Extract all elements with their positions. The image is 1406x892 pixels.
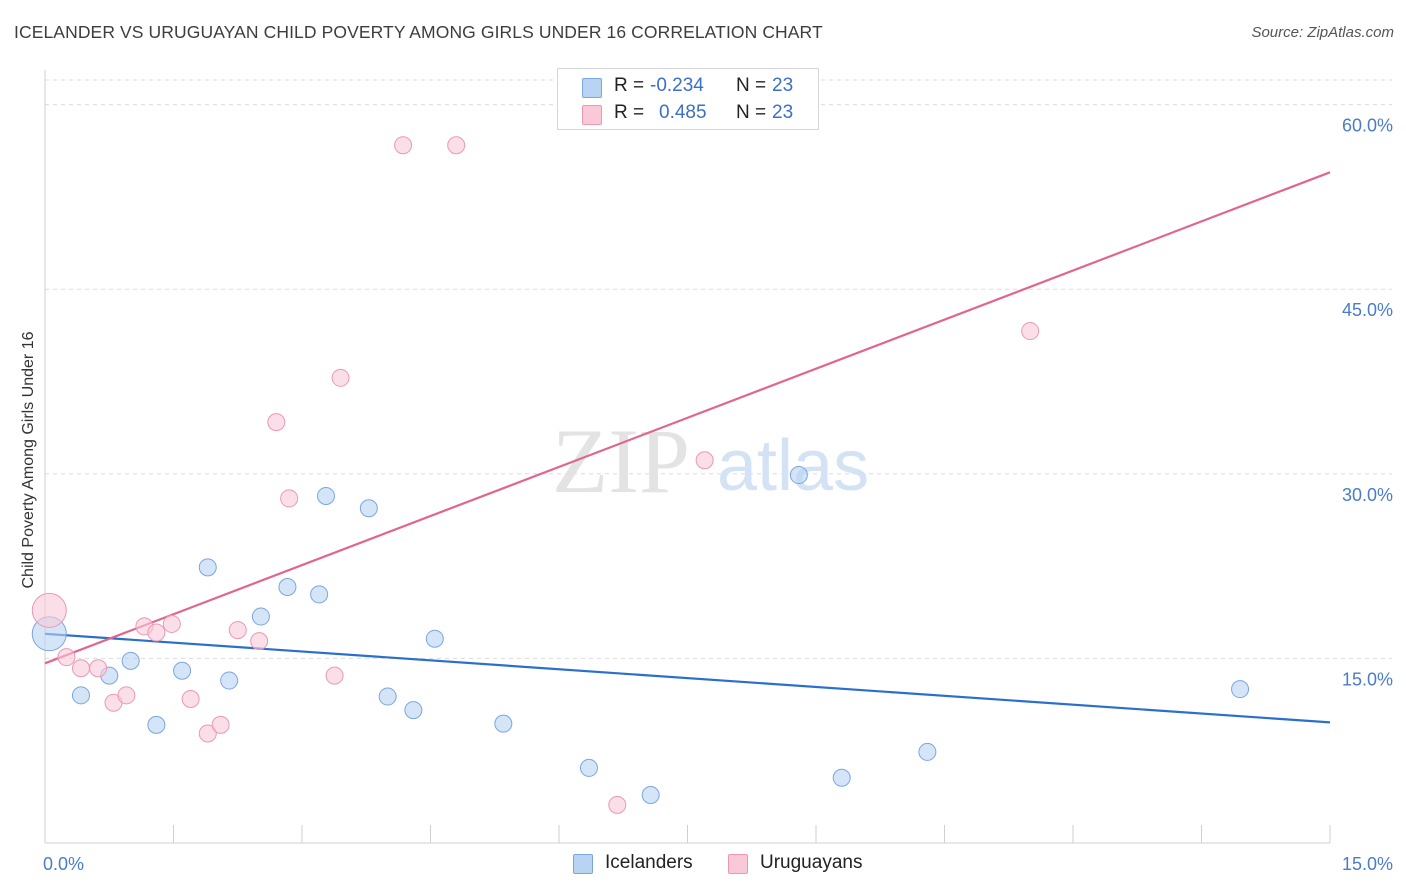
data-point-uruguayans [31, 592, 67, 628]
y-tick-label: 45.0% [1342, 300, 1393, 320]
data-point-icelanders [71, 686, 90, 705]
data-point-uruguayans [267, 413, 286, 432]
data-point-uruguayans [695, 451, 714, 470]
data-point-uruguayans [89, 659, 108, 678]
data-point-uruguayans [147, 623, 166, 642]
x-tick-label: 0.0% [43, 854, 84, 874]
data-point-uruguayans [57, 648, 76, 667]
legend-n-label: N = [736, 102, 767, 123]
axes [44, 70, 1331, 844]
watermark-atlas: atlas [717, 426, 869, 506]
data-points [31, 136, 1250, 814]
legend-r-label: R = [614, 102, 645, 123]
x-tick-label: 15.0% [1342, 854, 1393, 874]
series-swatch-uruguayans [728, 854, 748, 874]
series-label-uruguayans: Uruguayans [760, 852, 863, 873]
data-point-icelanders [147, 715, 166, 734]
y-tick-label: 60.0% [1342, 116, 1393, 136]
data-point-icelanders [198, 558, 217, 577]
data-point-uruguayans [325, 666, 344, 685]
data-point-icelanders [359, 499, 378, 518]
data-point-uruguayans [117, 686, 136, 705]
data-point-uruguayans [228, 621, 247, 640]
y-axis-label: Child Poverty Among Girls Under 16 [20, 331, 37, 589]
stats-legend: R = -0.234 N = 23 R = 0.485 N = 23 [557, 68, 819, 130]
data-point-icelanders [832, 768, 851, 787]
data-point-icelanders [310, 585, 329, 604]
data-point-icelanders [378, 687, 397, 706]
legend-n-label: N = [736, 75, 767, 96]
trend-line-uruguayans [44, 171, 1331, 665]
data-point-uruguayans [1021, 322, 1040, 341]
data-point-icelanders [404, 701, 423, 720]
data-point-uruguayans [331, 368, 350, 387]
data-point-icelanders [494, 714, 513, 733]
y-axis-label-wrap: Child Poverty Among Girls Under 16 [14, 300, 44, 620]
series-label-icelanders: Icelanders [605, 852, 693, 873]
series-swatch-icelanders [573, 854, 593, 874]
legend-swatch-icelanders [582, 78, 602, 98]
chart-title: ICELANDER VS URUGUAYAN CHILD POVERTY AMO… [14, 22, 823, 42]
data-point-icelanders [251, 607, 270, 626]
data-point-icelanders [121, 651, 140, 670]
data-point-uruguayans [250, 632, 269, 651]
legend-swatch-uruguayans [582, 105, 602, 125]
y-tick-label: 30.0% [1342, 485, 1393, 505]
data-point-icelanders [220, 671, 239, 690]
legend-n-value-icelanders: 23 [772, 75, 794, 96]
grid-lines [45, 79, 1392, 659]
data-point-uruguayans [211, 715, 230, 734]
data-point-uruguayans [608, 795, 627, 814]
data-point-uruguayans [181, 690, 200, 709]
legend-r-value-icelanders: -0.234 [650, 75, 704, 96]
tick-labels: 15.0% 30.0% 45.0% 60.0% 0.0% 15.0% [43, 116, 1393, 874]
data-point-icelanders [918, 742, 937, 761]
data-point-icelanders [789, 466, 808, 485]
legend-r-label: R = [614, 75, 645, 96]
data-point-icelanders [278, 578, 297, 597]
data-point-uruguayans [280, 489, 299, 508]
source-label: Source: ZipAtlas.com [1251, 24, 1394, 41]
data-point-uruguayans [71, 659, 90, 678]
data-point-uruguayans [394, 136, 413, 155]
legend-r-value-uruguayans: 0.485 [659, 102, 707, 123]
data-point-icelanders [173, 661, 192, 680]
data-point-uruguayans [447, 136, 466, 155]
data-point-icelanders [425, 629, 444, 648]
data-point-icelanders [641, 786, 660, 805]
data-point-uruguayans [198, 724, 217, 743]
y-tick-label: 15.0% [1342, 669, 1393, 689]
data-point-icelanders [1231, 680, 1250, 699]
legend-n-value-uruguayans: 23 [772, 102, 794, 123]
data-point-icelanders [316, 486, 335, 505]
data-point-uruguayans [162, 614, 181, 633]
data-point-icelanders [579, 758, 598, 777]
